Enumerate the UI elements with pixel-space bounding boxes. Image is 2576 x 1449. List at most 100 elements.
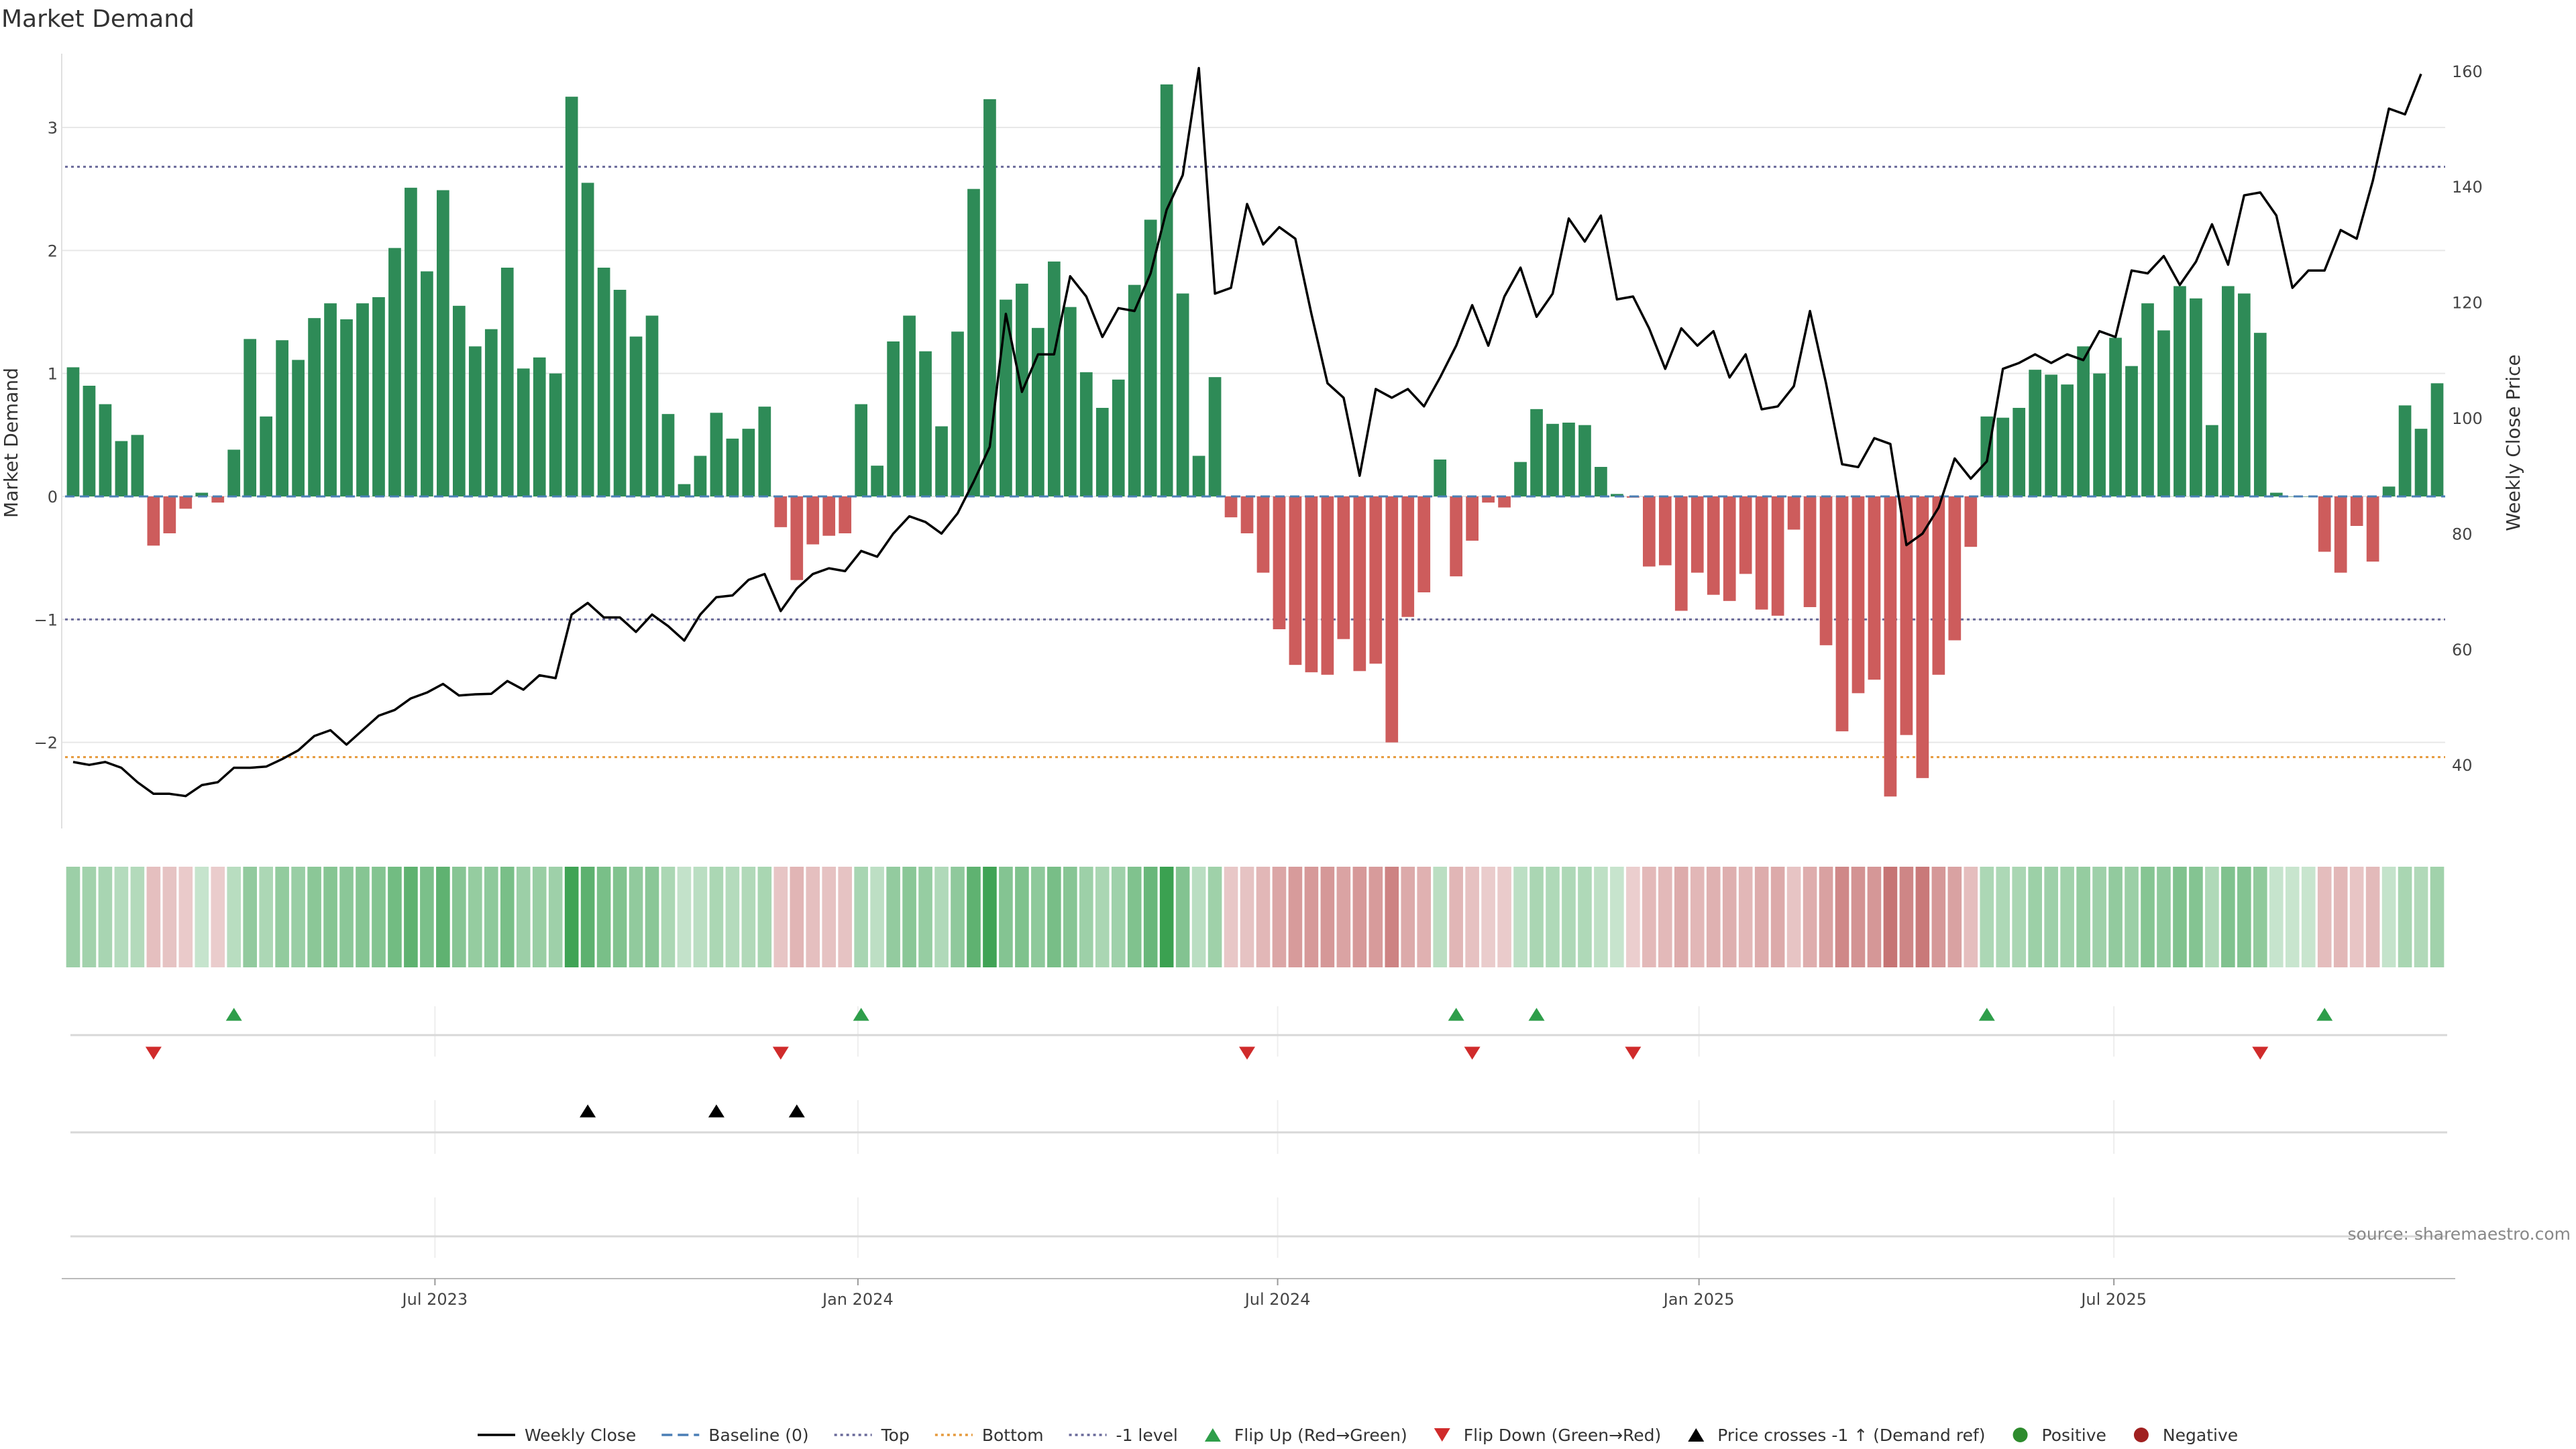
heat-cell-45 <box>790 867 804 967</box>
demand-bar-131 <box>2174 286 2186 496</box>
legend-item-minus-one: -1 level <box>1069 1426 1178 1445</box>
demand-bar-120 <box>1996 417 2010 496</box>
heat-cell-115 <box>1915 867 1930 967</box>
heat-cell-21 <box>404 867 418 967</box>
heat-cell-71 <box>1208 867 1222 967</box>
heat-cell-107 <box>1786 867 1801 967</box>
demand-bar-113 <box>1884 496 1897 797</box>
demand-bar-50 <box>871 466 883 496</box>
demand-bar-127 <box>2109 337 2122 496</box>
heat-cell-146 <box>2414 867 2428 967</box>
heat-cell-77 <box>1304 867 1319 967</box>
legend-swatch-negative <box>2133 1428 2149 1442</box>
heat-cell-131 <box>2173 867 2187 967</box>
heat-cell-23 <box>436 867 450 967</box>
demand-bar-38 <box>678 484 691 496</box>
demand-bar-46 <box>806 496 820 545</box>
demand-bar-107 <box>1787 496 1801 530</box>
heat-cell-85 <box>1433 867 1447 967</box>
demand-bar-106 <box>1771 496 1784 616</box>
demand-bar-31 <box>565 97 578 496</box>
demand-bar-80 <box>1353 496 1366 672</box>
heat-cell-81 <box>1368 867 1383 967</box>
demand-bar-16 <box>324 303 337 496</box>
price-line <box>72 66 2422 798</box>
demand-bar-81 <box>1369 496 1383 664</box>
heat-cell-117 <box>1947 867 1962 967</box>
demand-bar-96 <box>1611 494 1623 496</box>
demand-bar-14 <box>292 360 305 496</box>
demand-bar-1 <box>83 386 96 496</box>
demand-bar-26 <box>484 329 498 496</box>
demand-bar-13 <box>276 340 288 496</box>
chart-title: Market Demand <box>1 5 195 33</box>
legend-label-baseline: Baseline (0) <box>708 1426 808 1445</box>
heat-cell-31 <box>564 867 579 967</box>
demand-bar-130 <box>2157 330 2170 496</box>
flip-down-marker <box>772 1046 789 1060</box>
price-cross-marker <box>788 1104 805 1118</box>
legend-swatch-flip-down <box>1434 1428 1450 1442</box>
flip-down-marker <box>1239 1046 1256 1060</box>
heat-cell-122 <box>2028 867 2042 967</box>
y2-tick-label: 160 <box>2452 62 2483 81</box>
demand-bar-142 <box>2350 496 2363 526</box>
demand-bar-87 <box>1466 496 1479 541</box>
heat-cell-118 <box>1964 867 1978 967</box>
flip-up-marker <box>1978 1008 1995 1021</box>
demand-bar-109 <box>1819 496 1833 645</box>
heat-cell-9 <box>211 867 225 967</box>
heat-cell-54 <box>934 867 949 967</box>
heat-cell-26 <box>484 867 498 967</box>
demand-bar-15 <box>308 318 321 496</box>
legend-label-price-cross: Price crosses -1 ↑ (Demand ref) <box>1717 1426 1985 1445</box>
demand-bar-141 <box>2334 496 2347 573</box>
demand-bar-20 <box>388 248 401 496</box>
heat-cell-67 <box>1143 867 1158 967</box>
demand-bar-123 <box>2045 374 2058 496</box>
heat-cell-100 <box>1674 867 1688 967</box>
demand-bar-36 <box>645 315 659 496</box>
y2-tick-label: 120 <box>2452 294 2483 313</box>
legend-label-negative: Negative <box>2163 1426 2238 1445</box>
heat-cell-80 <box>1352 867 1367 967</box>
heat-cell-48 <box>838 867 852 967</box>
x-tick-label: Jan 2025 <box>1662 1290 1735 1309</box>
heat-cell-39 <box>693 867 708 967</box>
flip-up-marker <box>2316 1008 2333 1021</box>
heat-cell-15 <box>307 867 321 967</box>
heat-cell-24 <box>452 867 466 967</box>
demand-bar-133 <box>2206 425 2218 496</box>
x-tick-label: Jan 2024 <box>821 1290 894 1309</box>
heat-cell-46 <box>806 867 820 967</box>
y-axis-left: 3 2 1 0 −1 −2 <box>34 119 58 753</box>
demand-bar-99 <box>1658 496 1672 566</box>
demand-bar-136 <box>2253 333 2267 496</box>
y-tick-label: 3 <box>48 119 58 138</box>
heat-cell-112 <box>1867 867 1882 967</box>
legend-swatch-price-cross <box>1688 1428 1705 1442</box>
heat-cell-35 <box>629 867 643 967</box>
demand-bar-37 <box>661 414 675 496</box>
demand-bar-45 <box>790 496 804 580</box>
heat-cell-79 <box>1336 867 1351 967</box>
demand-bar-40 <box>710 413 723 496</box>
demand-bar-60 <box>1032 327 1044 496</box>
heat-cell-101 <box>1690 867 1705 967</box>
heat-cell-108 <box>1803 867 1817 967</box>
demand-bar-70 <box>1192 455 1205 496</box>
heat-cell-68 <box>1159 867 1174 967</box>
demand-bar-75 <box>1273 496 1286 629</box>
x-tick-label: Jul 2024 <box>1244 1290 1311 1309</box>
demand-bar-128 <box>2125 366 2138 496</box>
demand-bar-73 <box>1240 496 1254 533</box>
demand-bar-108 <box>1803 496 1817 607</box>
demand-bar-118 <box>1964 496 1978 547</box>
demand-bar-77 <box>1305 496 1318 673</box>
demand-bar-134 <box>2222 286 2235 496</box>
heat-cell-41 <box>725 867 740 967</box>
demand-bar-104 <box>1739 496 1752 574</box>
heat-cell-113 <box>1883 867 1898 967</box>
heat-cell-17 <box>339 867 354 967</box>
